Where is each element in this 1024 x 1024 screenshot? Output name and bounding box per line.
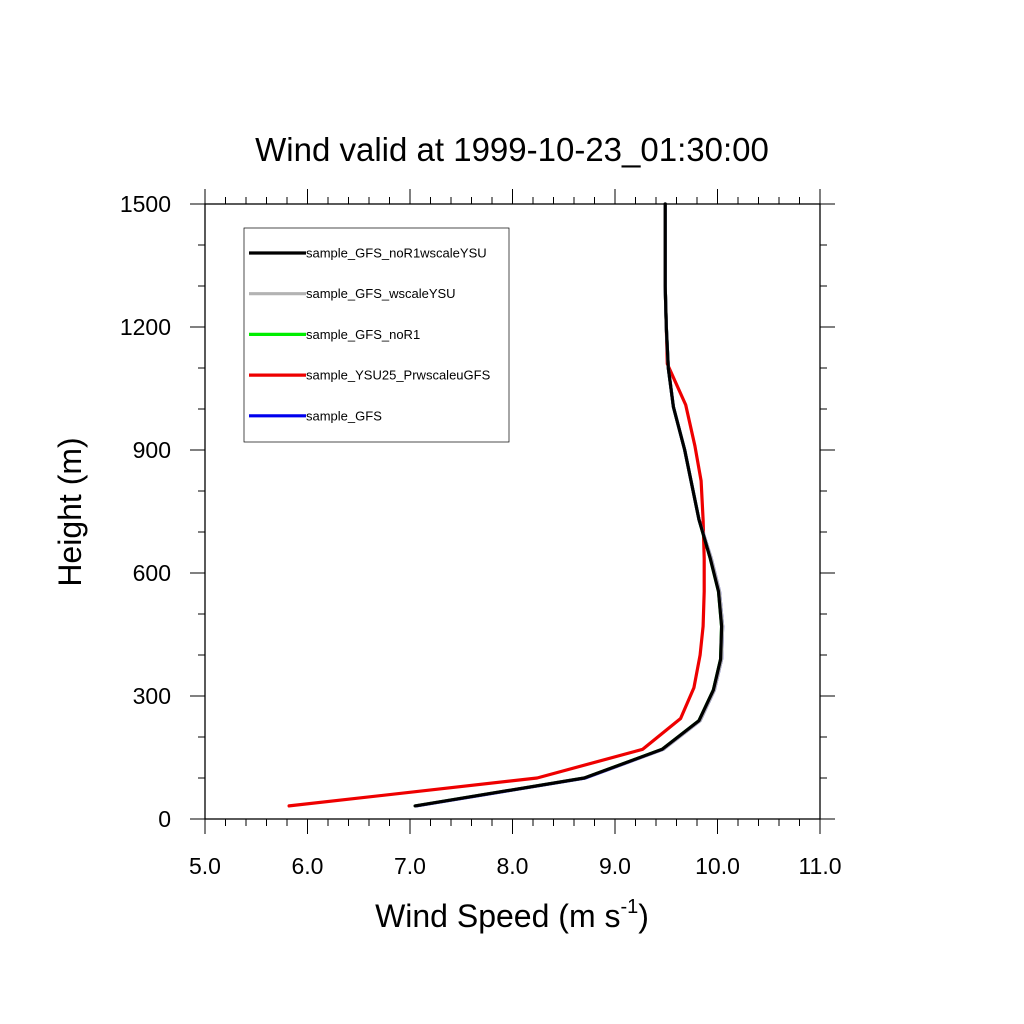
legend: sample_GFS_noR1wscaleYSU sample_GFS_wscal…	[243, 227, 510, 443]
x-tick-label: 9.0	[599, 853, 631, 879]
legend-label-1: sample_GFS_wscaleYSU	[306, 286, 456, 301]
x-tick-label: 5.0	[189, 853, 221, 879]
x-tick-label: 11.0	[798, 853, 841, 879]
y-tick-labels: 0 300 600 900 1200 1500	[120, 191, 171, 832]
x-axis-title-close: )	[638, 898, 649, 934]
y-tick-label: 1500	[120, 191, 171, 217]
y-tick-label: 1200	[120, 314, 171, 340]
y-axis-title: Height (m)	[52, 437, 88, 586]
x-tick-label: 6.0	[292, 853, 324, 879]
x-tick-label: 7.0	[394, 853, 426, 879]
y-tick-label: 0	[158, 806, 171, 832]
tick-layer	[190, 189, 835, 834]
x-axis-title: Wind Speed (m s-1)	[375, 896, 649, 934]
series-line-0	[413, 202, 724, 808]
x-axis-title-superscript: -1	[620, 896, 638, 918]
legend-label-3: sample_YSU25_PrwscaleuGFS	[306, 368, 491, 383]
chart-title: Wind valid at 1999-10-23_01:30:00	[255, 131, 769, 168]
x-tick-label: 8.0	[497, 853, 529, 879]
legend-label-4: sample_GFS	[306, 408, 382, 423]
x-tick-labels: 5.0 6.0 7.0 8.0 9.0 10.0 11.0	[189, 853, 842, 879]
legend-label-0: sample_GFS_noR1wscaleYSU	[306, 246, 487, 261]
legend-label-2: sample_GFS_noR1	[306, 327, 420, 342]
y-tick-label: 300	[133, 683, 171, 709]
x-tick-label: 10.0	[695, 853, 740, 879]
y-tick-label: 600	[133, 560, 171, 586]
y-tick-label: 900	[133, 437, 171, 463]
legend-items: sample_GFS_noR1wscaleYSU sample_GFS_wscal…	[249, 246, 491, 423]
x-axis-title-main: Wind Speed (m s	[375, 898, 620, 934]
series-layer	[287, 202, 725, 808]
